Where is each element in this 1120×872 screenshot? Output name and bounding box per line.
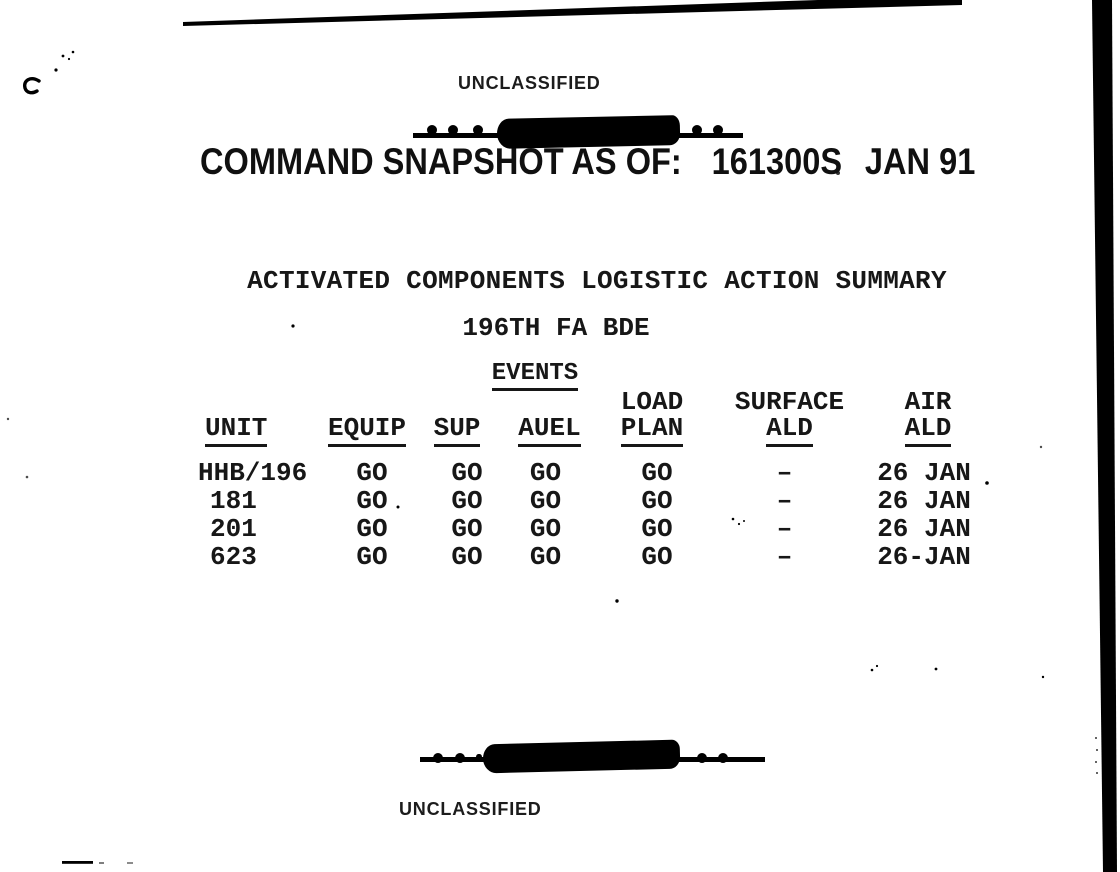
table-row: HHB/196 GO GO GO GO – 26 JAN — [197, 459, 989, 487]
cell-sup: GO — [451, 514, 483, 544]
table-row: 181 GO GO GO GO – 26 JAN — [197, 487, 989, 515]
redaction-dot — [718, 753, 728, 763]
summary-heading: ACTIVATED COMPONENTS LOGISTIC ACTION SUM… — [247, 266, 947, 296]
redaction-dot — [713, 125, 723, 135]
cell-equip: GO — [356, 514, 388, 544]
cell-unit: 623 — [210, 542, 257, 572]
cell-load-plan: GO — [641, 542, 673, 572]
redaction-dot — [433, 753, 443, 763]
classification-marking-bottom: UNCLASSIFIED — [399, 799, 542, 819]
cell-load-plan: GO — [641, 514, 673, 544]
redaction-dot — [455, 753, 465, 763]
ink-specks — [6, 50, 1098, 774]
cell-auel: GO — [529, 458, 562, 488]
cell-auel: GO — [529, 542, 562, 572]
column-header-sup: SUP — [407, 413, 507, 447]
title-date: JAN 91 — [864, 141, 976, 182]
table-header-row-2: UNIT EQUIP SUP AUEL PLAN ALD ALD — [197, 413, 989, 447]
column-header-surface-ald: ALD — [712, 413, 867, 447]
table-row: 623 GO GO GO GO – 26-JAN — [197, 543, 989, 571]
column-header-air-ald: ALD — [867, 413, 989, 447]
cell-surface-ald: – — [776, 514, 793, 544]
table-row: 201 GO GO GO GO – 26 JAN — [197, 515, 989, 543]
redaction-blob — [482, 739, 681, 774]
scan-artifact-top-edge-line — [183, 0, 962, 26]
classification-marking-top: UNCLASSIFIED — [458, 73, 601, 93]
cell-air-ald: 26-JAN — [877, 542, 971, 572]
cell-load-plan: GO — [641, 486, 673, 516]
cell-auel: GO — [529, 486, 562, 516]
cell-sup: GO — [451, 542, 483, 572]
column-header-surface: SURFACE — [734, 387, 845, 417]
cell-surface-ald: – — [776, 486, 793, 516]
title-label: COMMAND SNAPSHOT AS OF: — [200, 141, 682, 182]
column-header-air: AIR — [904, 387, 952, 417]
redaction-strip-bottom — [420, 739, 765, 782]
cell-unit: 201 — [210, 514, 257, 544]
redaction-dot — [476, 754, 482, 762]
redaction-dot — [697, 753, 707, 763]
cell-load-plan: GO — [641, 458, 673, 488]
redaction-dot — [427, 125, 437, 135]
cell-equip: GO — [356, 458, 388, 488]
events-heading: EVENTS — [487, 360, 583, 391]
column-header-equip: EQUIP — [327, 413, 407, 447]
bottom-edge-dashes — [62, 861, 133, 864]
cell-air-ald: 26 JAN — [877, 458, 971, 488]
redaction-dot — [448, 125, 458, 135]
unit-heading: 196TH FA BDE — [462, 313, 650, 343]
column-header-load: LOAD — [620, 387, 684, 417]
cell-unit: HHB/196 — [198, 458, 308, 488]
redaction-dot — [473, 125, 483, 135]
events-label: EVENTS — [491, 360, 579, 391]
cell-air-ald: 26 JAN — [877, 514, 971, 544]
cell-sup: GO — [451, 458, 483, 488]
cell-surface-ald: – — [776, 458, 793, 488]
table-header-gap — [197, 442, 989, 459]
pen-mark-c — [23, 77, 41, 95]
redaction-strip-top — [413, 111, 743, 153]
redaction-dot — [692, 125, 702, 135]
cell-unit: 181 — [210, 486, 257, 516]
cell-air-ald: 26 JAN — [877, 486, 971, 516]
table-header-row-1: LOAD SURFACE AIR — [197, 387, 989, 417]
document-title: COMMAND SNAPSHOT AS OF: 161300S JAN 91 — [200, 142, 975, 182]
column-header-auel: AUEL — [507, 413, 592, 447]
column-header-plan: PLAN — [592, 413, 712, 447]
column-header-unit: UNIT — [197, 413, 327, 447]
cell-auel: GO — [529, 514, 562, 544]
logistics-status-table: LOAD SURFACE AIR UNIT EQUIP SUP AUEL PLA… — [197, 387, 989, 571]
cell-equip: GO — [356, 542, 388, 572]
cell-surface-ald: – — [776, 542, 793, 572]
scan-artifact-right-edge-bar — [1092, 0, 1117, 872]
cell-equip: GO — [356, 486, 388, 516]
cell-sup: GO — [451, 486, 483, 516]
title-datetime: 161300S — [711, 141, 843, 182]
